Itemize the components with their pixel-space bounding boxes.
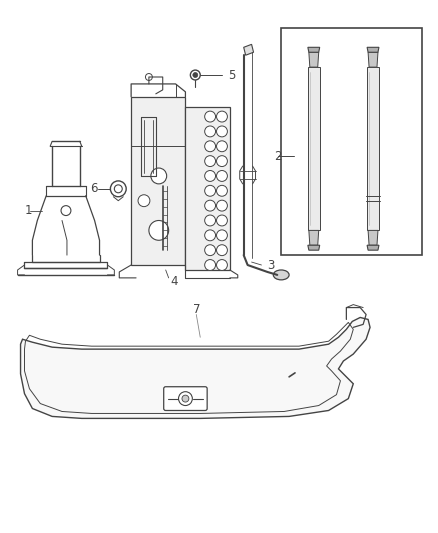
Text: 3: 3 [267,259,275,271]
Polygon shape [244,44,254,55]
Circle shape [216,126,227,137]
Circle shape [216,111,227,122]
Polygon shape [185,107,230,270]
Circle shape [205,260,215,270]
Circle shape [191,70,200,80]
Polygon shape [21,318,370,418]
Circle shape [205,156,215,166]
Ellipse shape [273,270,289,280]
Circle shape [182,395,189,402]
Circle shape [216,185,227,196]
Circle shape [179,392,192,406]
Circle shape [138,195,150,207]
Polygon shape [309,52,319,67]
FancyBboxPatch shape [164,387,207,410]
Circle shape [114,185,122,193]
Polygon shape [367,67,379,230]
Circle shape [216,141,227,152]
Circle shape [61,206,71,215]
Bar [281,28,422,255]
Polygon shape [308,47,320,52]
Polygon shape [367,245,379,250]
Text: 6: 6 [90,182,97,195]
Circle shape [205,200,215,211]
Polygon shape [308,245,320,250]
Text: 4: 4 [171,276,178,288]
Circle shape [149,221,169,240]
Circle shape [216,215,227,226]
Circle shape [216,200,227,211]
Circle shape [205,111,215,122]
Polygon shape [309,230,319,245]
Polygon shape [368,230,378,245]
Polygon shape [131,97,185,265]
Polygon shape [367,47,379,52]
Circle shape [205,245,215,256]
Text: 7: 7 [193,303,201,316]
Circle shape [205,185,215,196]
Circle shape [205,230,215,241]
Circle shape [216,156,227,166]
Circle shape [216,245,227,256]
Circle shape [193,72,198,77]
Circle shape [145,74,152,80]
Circle shape [205,215,215,226]
Text: 2: 2 [274,150,282,163]
Polygon shape [308,67,320,230]
Text: 1: 1 [25,204,32,217]
Circle shape [205,126,215,137]
Circle shape [151,168,167,184]
Polygon shape [368,52,378,67]
Circle shape [216,171,227,181]
Circle shape [205,171,215,181]
Circle shape [205,141,215,152]
Circle shape [216,260,227,270]
Circle shape [110,181,126,197]
Text: 5: 5 [228,69,235,82]
Circle shape [216,230,227,241]
